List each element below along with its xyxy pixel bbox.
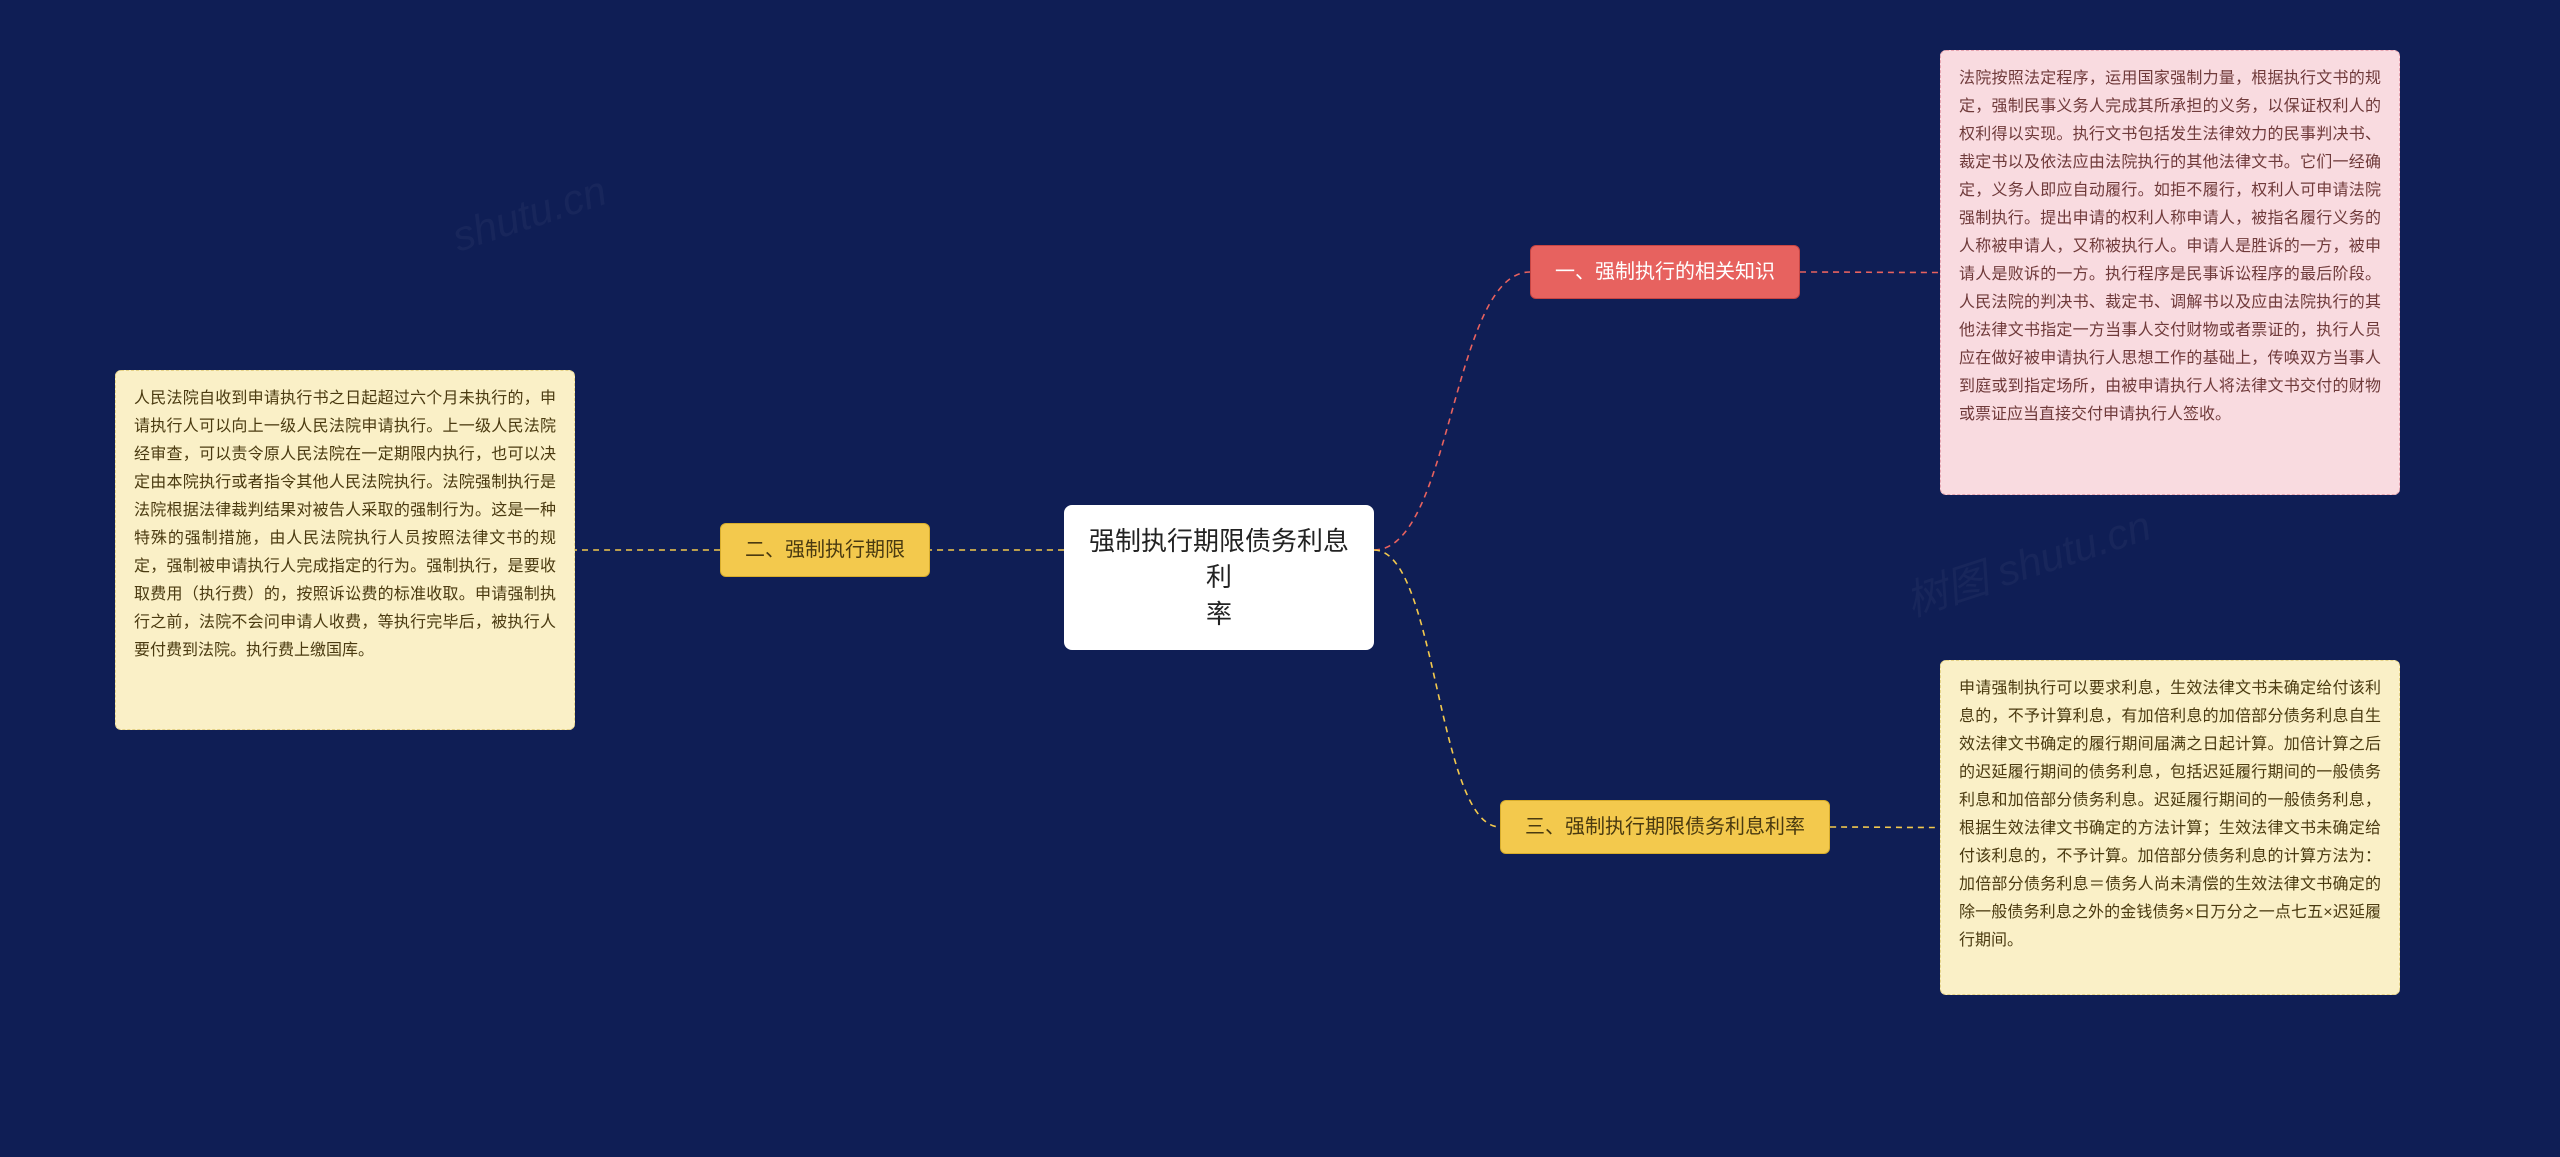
center-node: 强制执行期限债务利息利率 xyxy=(1064,505,1374,650)
leaf-node-b2: 人民法院自收到申请执行书之日起超过六个月未执行的，申请执行人可以向上一级人民法院… xyxy=(115,370,575,730)
leaf-node-b1: 法院按照法定程序，运用国家强制力量，根据执行文书的规定，强制民事义务人完成其所承… xyxy=(1940,50,2400,495)
watermark: 树图 shutu.cn xyxy=(1897,492,2158,629)
branch-node-b3: 三、强制执行期限债务利息利率 xyxy=(1500,800,1830,854)
branch-node-b1: 一、强制执行的相关知识 xyxy=(1530,245,1800,299)
leaf-node-b3: 申请强制执行可以要求利息，生效法律文书未确定给付该利息的，不予计算利息，有加倍利… xyxy=(1940,660,2400,995)
watermark: shutu.cn xyxy=(446,167,612,262)
branch-node-b2: 二、强制执行期限 xyxy=(720,523,930,577)
